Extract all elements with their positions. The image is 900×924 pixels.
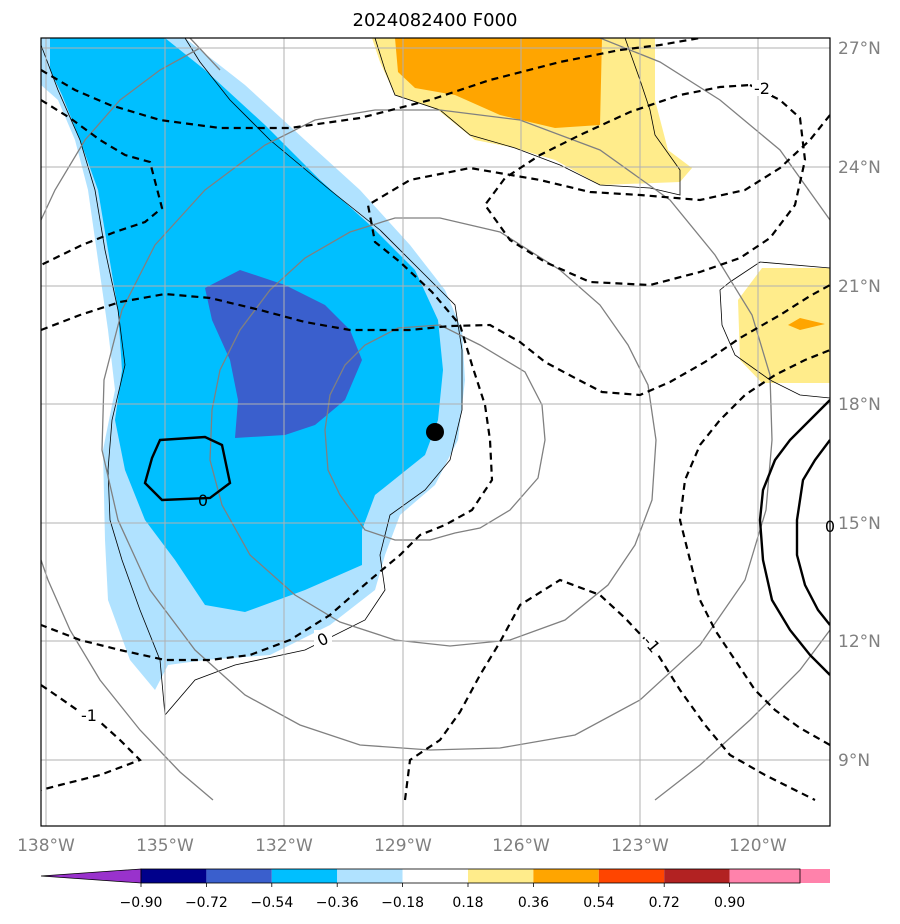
colorbar-tick-label: 0.90 — [714, 895, 745, 911]
lat-label: 12°N — [838, 632, 881, 652]
lat-label: 24°N — [838, 158, 881, 178]
lon-label: 123°W — [611, 836, 669, 856]
colorbar-tick-label: −0.36 — [316, 895, 359, 911]
positive-anomaly-mid-fill-east — [788, 318, 825, 330]
range-ring-1 — [324, 324, 546, 541]
colorbar-tick-label: 0.54 — [583, 895, 614, 911]
lon-label: 135°W — [136, 836, 194, 856]
lon-label: 126°W — [492, 836, 550, 856]
colorbar-tick-label: 0.36 — [518, 895, 549, 911]
colorbar: −0.90 −0.72 −0.54 −0.36 −0.18 0.18 0.36 … — [40, 868, 830, 911]
lon-label: 132°W — [255, 836, 313, 856]
colorbar-extend-high — [800, 869, 830, 883]
solid-contours — [143, 399, 830, 676]
colorbar-segment — [337, 869, 403, 883]
contour-right-mid — [678, 348, 830, 746]
contour-top-left — [41, 38, 701, 130]
figure-title: 2024082400 F000 — [353, 10, 518, 31]
colorbar-tick-label: −0.90 — [120, 895, 163, 911]
lon-label: 129°W — [374, 836, 432, 856]
lat-label: 27°N — [838, 39, 881, 59]
contour-bottom-mid — [403, 578, 816, 801]
lat-label: 18°N — [838, 395, 881, 415]
colorbar-tick-label: −0.72 — [185, 895, 228, 911]
colorbar-segment — [206, 869, 272, 883]
range-ring-3 — [101, 109, 773, 751]
contour-left-minus-1 — [41, 684, 142, 792]
contour-upper-mid — [41, 114, 830, 662]
colorbar-extend-low — [40, 868, 142, 884]
map-frame — [40, 37, 831, 827]
colorbar-segment — [598, 869, 665, 883]
lon-label: 138°W — [17, 836, 75, 856]
contour-left-1 — [41, 99, 164, 266]
lat-label: 21°N — [838, 277, 881, 297]
colorbar-tick-label: −0.54 — [250, 895, 293, 911]
colorbar-tick-label: −0.18 — [381, 895, 424, 911]
range-ring-2 — [209, 217, 657, 647]
map-panel: -2 -1 0 0 -1 0 — [40, 37, 835, 827]
range-rings — [41, 38, 830, 801]
colorbar-segment — [402, 869, 468, 883]
small-closed-zero-contour — [143, 435, 232, 502]
positive-anomaly-mid-fill-north — [395, 38, 602, 128]
dashed-contours — [41, 38, 830, 801]
latitude-labels: 27°N 24°N 21°N 18°N 15°N 12°N 9°N — [838, 39, 881, 771]
colorbar-tick-label: 0.18 — [452, 895, 483, 911]
storm-center-marker — [426, 423, 444, 441]
contour-minus-2 — [483, 83, 807, 287]
contour-storm-zero — [41, 284, 830, 397]
contour-label-4: 0 — [198, 491, 208, 510]
range-ring-4 — [41, 38, 830, 801]
lon-label: 120°W — [729, 836, 787, 856]
colorbar-tick-label: 0.72 — [649, 895, 680, 911]
contour-label-5: -1 — [81, 706, 97, 725]
longitude-labels: 138°W 135°W 132°W 129°W 126°W 123°W 120°… — [17, 836, 787, 856]
graticule — [41, 38, 830, 826]
contour-east-2 — [795, 439, 830, 626]
contour-east-1 — [758, 399, 830, 676]
colorbar-segment — [664, 869, 730, 883]
colorbar-segment — [271, 869, 338, 883]
thin-outline-contours — [41, 38, 830, 716]
lat-label: 9°N — [838, 751, 870, 771]
colorbar-segment — [533, 869, 599, 883]
colorbar-segment — [141, 869, 207, 883]
colorbar-segment — [468, 869, 534, 883]
contour-label-1: -2 — [754, 79, 770, 98]
lat-label: 15°N — [838, 514, 881, 534]
